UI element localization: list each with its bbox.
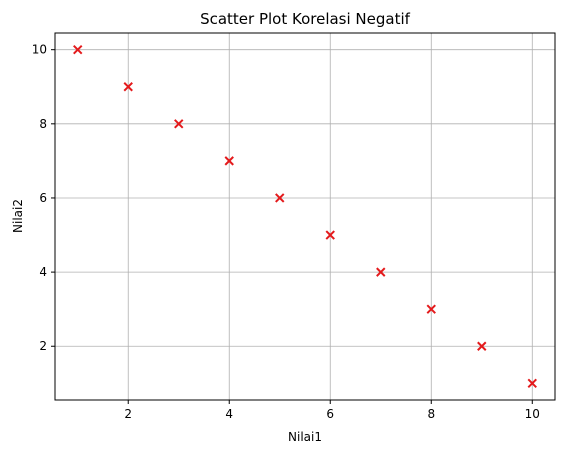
x-tick-label: 6	[326, 407, 334, 421]
y-tick-label: 2	[39, 339, 47, 353]
data-point	[123, 82, 133, 92]
data-point	[224, 156, 234, 166]
y-axis-ticks: 2 4 6 8 10	[32, 43, 55, 353]
y-axis-label: Nilai2	[11, 199, 25, 233]
data-point	[426, 304, 436, 314]
data-point	[73, 44, 83, 55]
x-tick-label: 10	[525, 407, 540, 421]
data-point	[174, 119, 184, 129]
y-tick-label: 8	[39, 117, 47, 131]
x-axis-label: Nilai1	[288, 430, 322, 444]
data-points	[73, 44, 537, 389]
y-tick-label: 6	[39, 191, 47, 205]
plot-frame	[54, 32, 556, 401]
data-point	[325, 230, 335, 240]
x-axis-ticks: 2 4 6 8 10	[124, 400, 540, 421]
x-tick-label: 4	[225, 407, 233, 421]
x-tick-label: 2	[124, 407, 132, 421]
data-point	[477, 341, 487, 351]
y-tick-label: 10	[32, 43, 47, 57]
data-point	[527, 378, 537, 389]
grid	[55, 33, 555, 400]
chart-title: Scatter Plot Korelasi Negatif	[200, 10, 411, 28]
y-tick-label: 4	[39, 265, 47, 279]
data-point	[376, 267, 386, 277]
data-point	[275, 193, 285, 203]
x-tick-label: 8	[427, 407, 435, 421]
